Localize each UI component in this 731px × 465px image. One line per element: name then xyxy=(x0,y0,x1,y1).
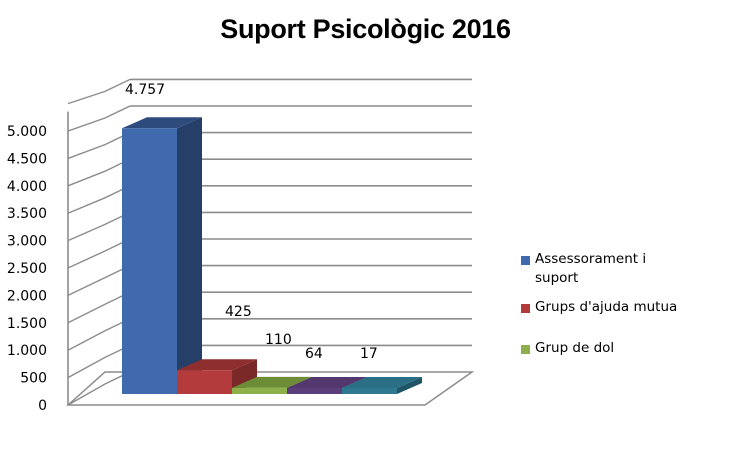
data-label: 110 xyxy=(265,332,292,348)
legend-label: Assessorament i suport xyxy=(535,251,647,286)
legend-item: Grup de dol xyxy=(521,339,721,358)
bar-front xyxy=(342,388,397,394)
bar-side xyxy=(177,117,202,394)
y-tick-label: 0 xyxy=(38,398,47,414)
legend-swatch xyxy=(521,304,530,313)
legend-item: Assessorament i suport xyxy=(521,250,685,288)
data-label: 4.757 xyxy=(125,82,165,98)
bar xyxy=(122,117,202,394)
legend-label: Grup de dol xyxy=(535,340,615,356)
bar-front xyxy=(287,388,342,394)
bar-top xyxy=(232,376,312,388)
left-wall-gridline xyxy=(67,264,131,297)
left-wall-gridline xyxy=(67,158,131,187)
left-wall-gridline xyxy=(67,344,131,379)
chart-title: Suport Psicològic 2016 xyxy=(220,14,511,44)
y-tick-label: 1.500 xyxy=(7,316,47,332)
y-tick-label: 500 xyxy=(20,371,47,387)
bar-top xyxy=(122,117,202,129)
bar-top xyxy=(177,359,257,371)
legend: Assessorament i suport Grups d'ajuda mutu… xyxy=(521,250,721,358)
left-wall-gridline xyxy=(67,78,131,105)
legend-item: Grups d'ajuda mutua xyxy=(521,298,721,317)
left-wall-gridline xyxy=(67,291,131,324)
data-label: 425 xyxy=(225,304,252,320)
bars xyxy=(122,117,422,394)
data-label: 64 xyxy=(305,346,323,362)
left-wall-gridline xyxy=(67,371,131,406)
bar-front xyxy=(232,387,287,394)
y-tick-label: 4.000 xyxy=(7,179,47,195)
y-tick-label: 3.000 xyxy=(7,234,47,250)
y-tick-label: 4.500 xyxy=(7,151,47,167)
data-label: 17 xyxy=(360,346,378,362)
bar-top xyxy=(342,377,422,388)
bar-front xyxy=(122,128,177,394)
bar-side xyxy=(397,377,422,394)
legend-swatch xyxy=(521,345,530,354)
y-tick-label: 2.500 xyxy=(7,261,47,277)
y-axis: 0 500 1.000 1.500 2.000 2.500 3.000 3.500 4.000 4… xyxy=(7,124,47,414)
legend-label: Grups d'ajuda mutua xyxy=(535,299,678,315)
y-tick-label: 3.500 xyxy=(7,206,47,222)
left-wall-gridline xyxy=(67,131,131,160)
y-tick-label: 1.000 xyxy=(7,343,47,359)
left-wall-gridline xyxy=(67,105,131,132)
y-tick-label: 2.000 xyxy=(7,288,47,304)
bar-top xyxy=(287,377,367,388)
left-wall-gridline xyxy=(67,318,131,351)
legend-swatch xyxy=(521,256,530,265)
left-wall-gridline xyxy=(67,238,131,269)
y-tick-label: 5.000 xyxy=(7,124,47,140)
left-wall-gridline xyxy=(67,185,131,214)
data-labels: 4.757 425 110 64 17 xyxy=(125,82,378,362)
bar xyxy=(342,377,422,394)
bar-front xyxy=(177,370,232,394)
left-wall-gridline xyxy=(67,211,131,242)
